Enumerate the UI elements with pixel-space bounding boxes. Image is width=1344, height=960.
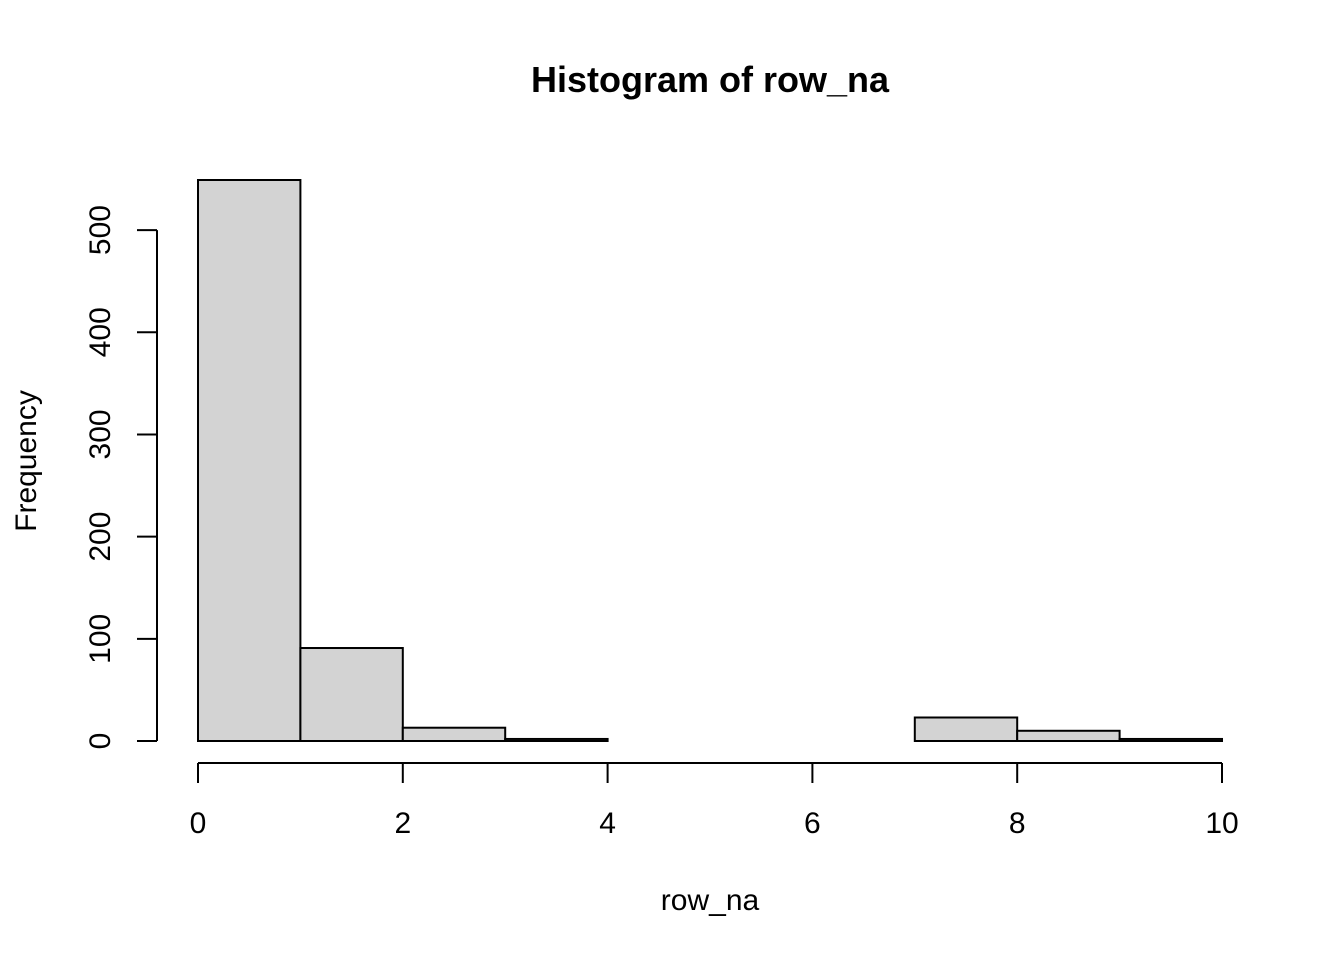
chart-title: Histogram of row_na xyxy=(531,59,890,100)
histogram-bar-1 xyxy=(299,647,404,742)
y-axis-label: Frequency xyxy=(10,390,43,532)
y-tick-label-0: 0 xyxy=(84,733,117,750)
histogram-bar-9 xyxy=(1118,737,1223,743)
histogram-bar-7 xyxy=(913,716,1019,742)
y-axis: 0 100 200 300 400 500 xyxy=(84,205,158,750)
x-tick-label-8: 8 xyxy=(1009,807,1026,840)
x-tick-label-4: 4 xyxy=(599,807,616,840)
y-tick-label-300: 300 xyxy=(84,409,117,459)
y-tick-label-200: 200 xyxy=(84,512,117,562)
y-tick-label-100: 100 xyxy=(84,614,117,664)
bars-layer xyxy=(197,179,1223,743)
x-tick-label-2: 2 xyxy=(394,807,411,840)
x-tick-label-0: 0 xyxy=(190,807,207,840)
x-axis-label: row_na xyxy=(661,884,760,917)
y-tick-label-400: 400 xyxy=(84,307,117,357)
histogram-bar-3 xyxy=(504,737,609,743)
histogram-bar-8 xyxy=(1016,729,1121,743)
x-tick-label-10: 10 xyxy=(1205,807,1238,840)
y-tick-label-500: 500 xyxy=(84,205,117,255)
histogram-bar-2 xyxy=(401,726,507,742)
histogram-bar-0 xyxy=(197,179,302,742)
x-tick-label-6: 6 xyxy=(804,807,821,840)
x-axis: 0 2 4 6 8 10 xyxy=(190,762,1239,840)
